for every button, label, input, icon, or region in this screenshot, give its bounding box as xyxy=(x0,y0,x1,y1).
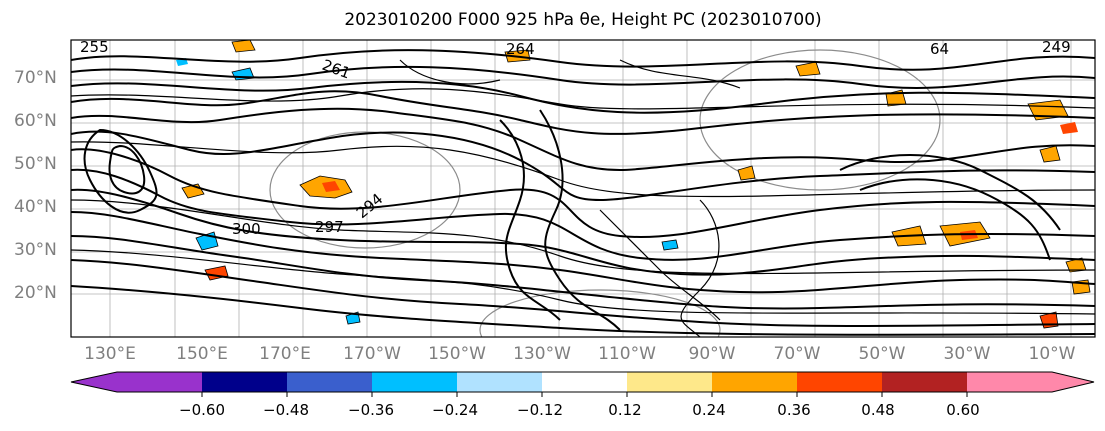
lon-label: 150°W xyxy=(428,344,486,364)
lon-label: 70°W xyxy=(773,344,821,364)
lat-label: 30°N xyxy=(14,240,57,260)
colorbar-segment xyxy=(457,372,543,392)
lat-label: 50°N xyxy=(14,154,57,174)
lon-label: 150°E xyxy=(176,344,228,364)
colorbar-tick-label: 0.60 xyxy=(946,401,980,419)
colorbar-segment xyxy=(967,372,1053,392)
colorbar-segment xyxy=(372,372,458,392)
colorbar-tick-label: 0.48 xyxy=(861,401,895,419)
colorbar-tick-label: −0.60 xyxy=(179,401,225,419)
colorbar-tick-label: 0.24 xyxy=(692,401,726,419)
lat-label: 20°N xyxy=(14,283,57,303)
height-pc-contours xyxy=(269,49,941,337)
lon-label: 170°E xyxy=(259,344,311,364)
contour-label: 255 xyxy=(80,38,109,56)
colorbar-segment xyxy=(797,372,883,392)
contour-label: 64 xyxy=(930,40,949,58)
lat-label: 40°N xyxy=(14,197,57,217)
colorbar-tick-label: −0.12 xyxy=(517,401,563,419)
colorbar-outline xyxy=(70,371,1095,393)
colorbar-segment xyxy=(542,372,628,392)
contour-label: 300 xyxy=(232,220,261,238)
colorbar-extend-right xyxy=(1052,372,1094,392)
lon-label: 10°W xyxy=(1028,344,1076,364)
colorbar-segment xyxy=(882,372,968,392)
colorbar-tick-label: −0.36 xyxy=(348,401,394,419)
map-frame xyxy=(70,39,1096,338)
colorbar-segment xyxy=(712,372,798,392)
colorbar-tick-label: −0.48 xyxy=(263,401,309,419)
colorbar-tick-label: 0.12 xyxy=(608,401,642,419)
lat-label: 70°N xyxy=(14,68,57,88)
lon-label: 130°W xyxy=(513,344,571,364)
colorbar-tick-label: 0.36 xyxy=(777,401,811,419)
map-content: 255 264 261 297 294 300 64 249 xyxy=(71,38,1095,337)
colorbar-segment xyxy=(627,372,713,392)
colorbar-tick-label: −0.24 xyxy=(432,401,478,419)
contour-label: 264 xyxy=(506,40,535,58)
lon-label: 110°W xyxy=(598,344,656,364)
colorbar-segment xyxy=(202,372,288,392)
lon-label: 30°W xyxy=(943,344,991,364)
lon-label: 170°W xyxy=(343,344,401,364)
lon-label: 50°W xyxy=(858,344,906,364)
theta-e-contours xyxy=(71,49,1095,336)
contour-label: 297 xyxy=(315,218,344,236)
lon-label: 90°W xyxy=(688,344,736,364)
colorbar-segment xyxy=(287,372,373,392)
colorbar xyxy=(70,371,1095,397)
colorbar-segment xyxy=(117,372,203,392)
map-title: 2023010200 F000 925 hPa θe, Height PC (2… xyxy=(344,10,822,30)
colorbar-extend-left xyxy=(71,372,117,392)
lon-label: 130°E xyxy=(84,344,136,364)
lat-label: 60°N xyxy=(14,111,57,131)
theta-e-contours-thin xyxy=(71,59,1095,337)
contour-label: 249 xyxy=(1042,38,1071,56)
